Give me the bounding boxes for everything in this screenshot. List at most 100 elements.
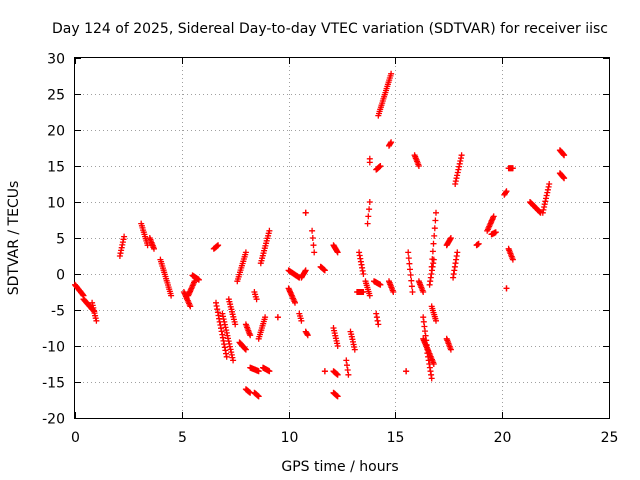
data-points [72, 70, 568, 400]
data-point [408, 277, 415, 284]
data-point [232, 321, 239, 328]
data-point [454, 172, 461, 179]
data-point [93, 317, 100, 324]
data-point [223, 353, 230, 360]
data-point [492, 229, 499, 236]
data-point [452, 178, 459, 185]
data-point [321, 267, 328, 274]
data-point [351, 346, 358, 353]
data-point [407, 266, 413, 273]
data-point [229, 354, 236, 361]
plot-frame [74, 57, 610, 419]
data-point [407, 272, 414, 278]
data-point [253, 296, 260, 303]
y-tick-label: -10 [42, 340, 65, 356]
data-point [540, 206, 547, 213]
data-point [390, 289, 397, 295]
y-tick-label: 0 [56, 268, 65, 284]
data-point [509, 165, 516, 172]
data-point [226, 343, 233, 350]
data-point [266, 227, 273, 234]
data-point [334, 371, 341, 378]
data-point [304, 332, 311, 339]
data-point [405, 255, 412, 262]
data-point [214, 306, 221, 313]
x-tick-label: 5 [178, 430, 187, 446]
data-point [403, 368, 410, 375]
data-point [366, 159, 373, 166]
data-point [262, 314, 269, 321]
data-point [366, 292, 373, 299]
y-axis-label: SDTVAR / TECUs [6, 181, 22, 296]
data-point [447, 235, 454, 241]
x-tick-label: 20 [494, 430, 512, 446]
data-point [255, 368, 262, 375]
data-point [195, 276, 202, 283]
data-point [454, 249, 461, 256]
data-point [187, 303, 194, 310]
data-point [542, 198, 549, 205]
data-point [503, 285, 510, 292]
data-point [457, 158, 464, 164]
data-point [302, 267, 309, 274]
data-point [366, 206, 373, 213]
data-point [266, 368, 273, 375]
data-point [242, 249, 249, 256]
data-point [431, 232, 438, 239]
data-point [304, 331, 311, 337]
data-point [561, 175, 568, 182]
data-point [242, 345, 249, 352]
x-axis-label: GPS time / hours [281, 459, 398, 475]
y-tick-label: 20 [47, 124, 65, 140]
data-point [428, 375, 435, 382]
data-point [490, 213, 497, 220]
data-point [433, 209, 439, 216]
data-point [334, 343, 341, 349]
y-tick-label: -20 [42, 412, 65, 428]
data-point [344, 362, 350, 369]
data-point [121, 233, 128, 240]
data-point [218, 328, 225, 335]
data-point [373, 314, 380, 321]
data-point [360, 271, 367, 277]
data-point [365, 213, 372, 220]
grid-lines [75, 58, 609, 418]
data-point [430, 240, 437, 247]
data-point [377, 163, 384, 169]
data-point [375, 321, 382, 328]
data-point [424, 350, 431, 357]
data-point [274, 314, 281, 321]
data-point [168, 292, 175, 299]
data-point [458, 152, 465, 159]
data-point [225, 335, 231, 342]
data-point [360, 289, 367, 295]
x-tick-label: 10 [281, 430, 299, 446]
y-tick-label: 5 [56, 232, 65, 248]
data-point [345, 371, 352, 378]
data-point [366, 199, 373, 205]
data-point [151, 245, 157, 252]
x-tick-label: 0 [71, 430, 80, 446]
data-point [223, 350, 229, 357]
data-point [247, 332, 254, 339]
data-point [475, 240, 482, 247]
data-point [546, 181, 553, 187]
data-point [406, 260, 413, 267]
data-point [415, 163, 422, 169]
data-point [447, 346, 454, 353]
data-point [420, 289, 427, 295]
data-point [502, 189, 509, 196]
data-point [455, 166, 462, 173]
data-point [230, 357, 237, 364]
data-point [334, 249, 341, 256]
data-point [509, 256, 516, 263]
data-point [405, 249, 412, 256]
data-point [334, 393, 341, 400]
x-tick-label: 15 [387, 430, 405, 446]
data-point [302, 209, 309, 216]
x-tick-label: 25 [601, 430, 619, 446]
data-point [255, 393, 262, 400]
data-point [503, 188, 510, 195]
data-point [543, 192, 550, 199]
data-point [433, 317, 439, 324]
